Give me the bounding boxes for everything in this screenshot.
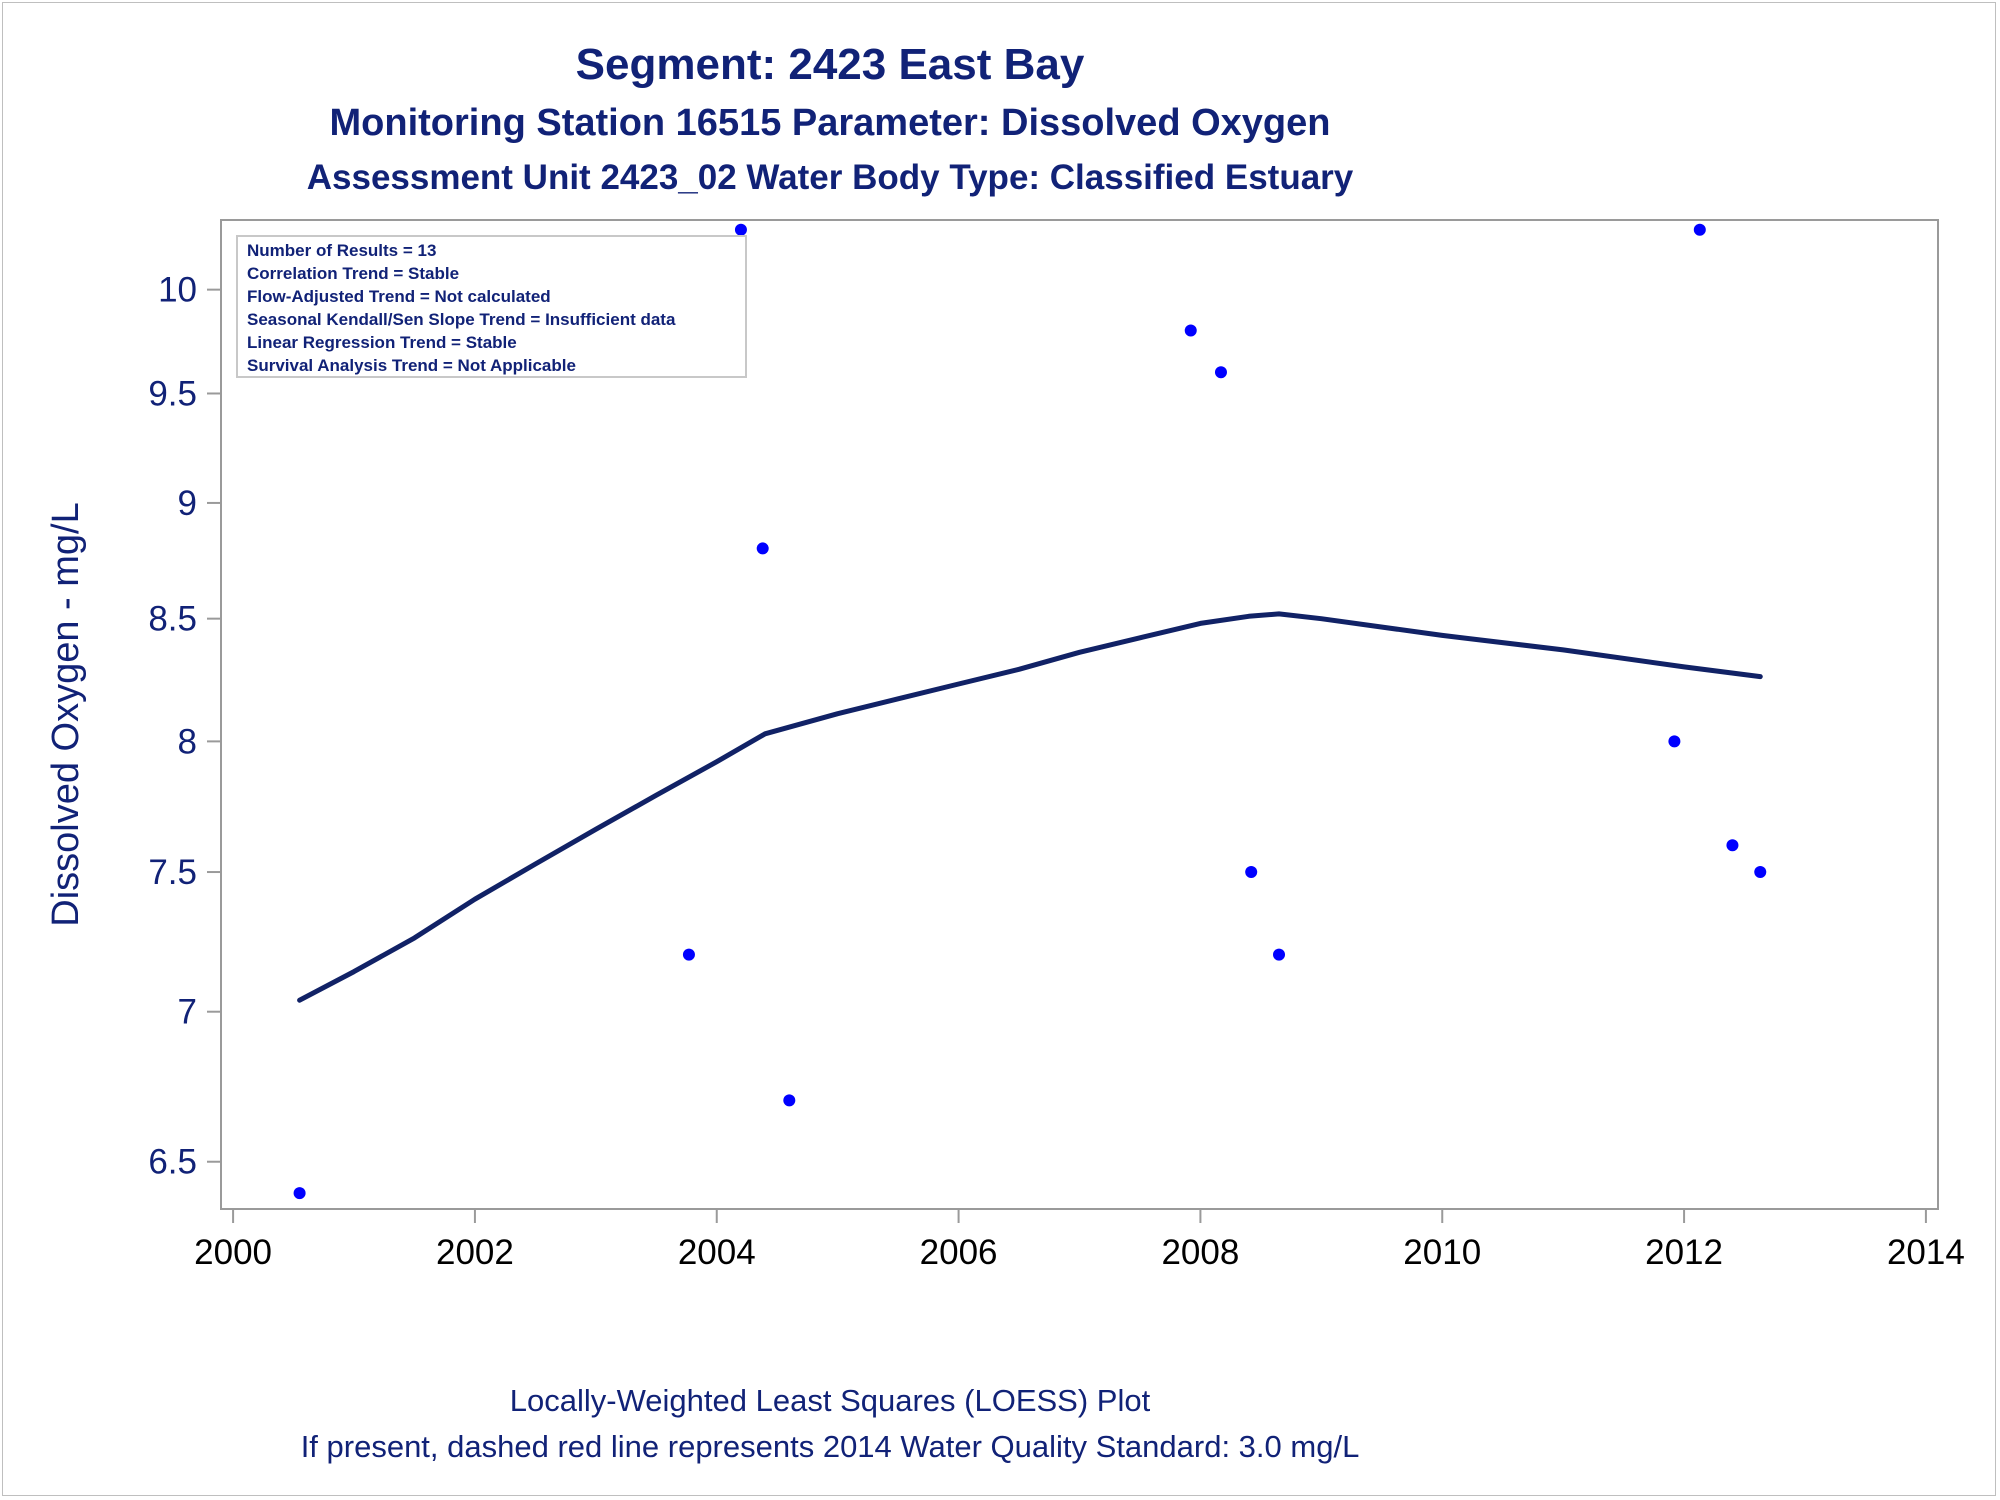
y-tick-label: 7.5 bbox=[148, 853, 197, 892]
x-tick-label: 2000 bbox=[194, 1233, 272, 1272]
stats-line: Linear Regression Trend = Stable bbox=[247, 333, 517, 352]
data-point bbox=[1245, 866, 1258, 879]
x-axis: 2000 2002 2004 2006 2008 2010 2012 2014 bbox=[194, 1209, 1965, 1272]
stats-line: Survival Analysis Trend = Not Applicable bbox=[247, 356, 576, 375]
plot-area bbox=[220, 219, 1939, 1210]
plot-border bbox=[220, 219, 1939, 1210]
y-tick-label: 9.5 bbox=[148, 374, 197, 413]
data-point bbox=[293, 1187, 306, 1200]
x-tick-label: 2002 bbox=[436, 1233, 514, 1272]
data-point bbox=[1214, 366, 1227, 379]
chart-subtitle: Monitoring Station 16515 Parameter: Diss… bbox=[329, 102, 1331, 144]
data-point bbox=[1184, 324, 1197, 337]
chart-title: Segment: 2423 East Bay bbox=[575, 40, 1085, 89]
y-axis-title: Dissolved Oxygen - mg/L bbox=[45, 502, 87, 927]
data-point bbox=[1668, 735, 1681, 748]
stats-line: Flow-Adjusted Trend = Not calculated bbox=[247, 287, 551, 306]
stats-box: Number of Results = 13 Correlation Trend … bbox=[236, 235, 747, 378]
stats-line: Seasonal Kendall/Sen Slope Trend = Insuf… bbox=[247, 310, 676, 329]
footer: Locally-Weighted Least Squares (LOESS) P… bbox=[0, 1378, 1660, 1470]
data-point bbox=[756, 542, 769, 555]
y-tick-label: 7 bbox=[178, 993, 197, 1032]
data-point bbox=[734, 223, 747, 236]
chart-subtitle-2: Assessment Unit 2423_02 Water Body Type:… bbox=[306, 158, 1354, 197]
x-tick-label: 2014 bbox=[1887, 1233, 1965, 1272]
x-tick-label: 2008 bbox=[1161, 1233, 1239, 1272]
data-point bbox=[1273, 948, 1286, 961]
x-tick-label: 2012 bbox=[1645, 1233, 1723, 1272]
stats-line: Number of Results = 13 bbox=[247, 241, 436, 260]
x-tick-label: 2006 bbox=[920, 1233, 998, 1272]
loess-line bbox=[297, 611, 1763, 1003]
title-block: Segment: 2423 East Bay Monitoring Statio… bbox=[0, 36, 1660, 204]
stats-box-border bbox=[236, 235, 747, 378]
x-tick-label: 2004 bbox=[678, 1233, 756, 1272]
y-tick-label: 9 bbox=[178, 484, 197, 523]
footer-line-2: If present, dashed red line represents 2… bbox=[300, 1429, 1360, 1464]
data-point bbox=[1693, 223, 1706, 236]
y-axis: 6.5 7 7.5 8 8.5 9 9.5 10 bbox=[148, 271, 221, 1182]
series-layer bbox=[293, 223, 1767, 1200]
x-tick-label: 2010 bbox=[1403, 1233, 1481, 1272]
y-tick-label: 8 bbox=[178, 722, 197, 761]
y-tick-label: 8.5 bbox=[148, 600, 197, 639]
footer-line-1: Locally-Weighted Least Squares (LOESS) P… bbox=[509, 1383, 1151, 1418]
data-point bbox=[1726, 839, 1739, 852]
stats-line: Correlation Trend = Stable bbox=[247, 264, 459, 283]
y-tick-label: 10 bbox=[158, 271, 197, 310]
data-point bbox=[1754, 866, 1767, 879]
data-point bbox=[682, 948, 695, 961]
data-point bbox=[783, 1094, 796, 1107]
y-tick-label: 6.5 bbox=[148, 1143, 197, 1182]
